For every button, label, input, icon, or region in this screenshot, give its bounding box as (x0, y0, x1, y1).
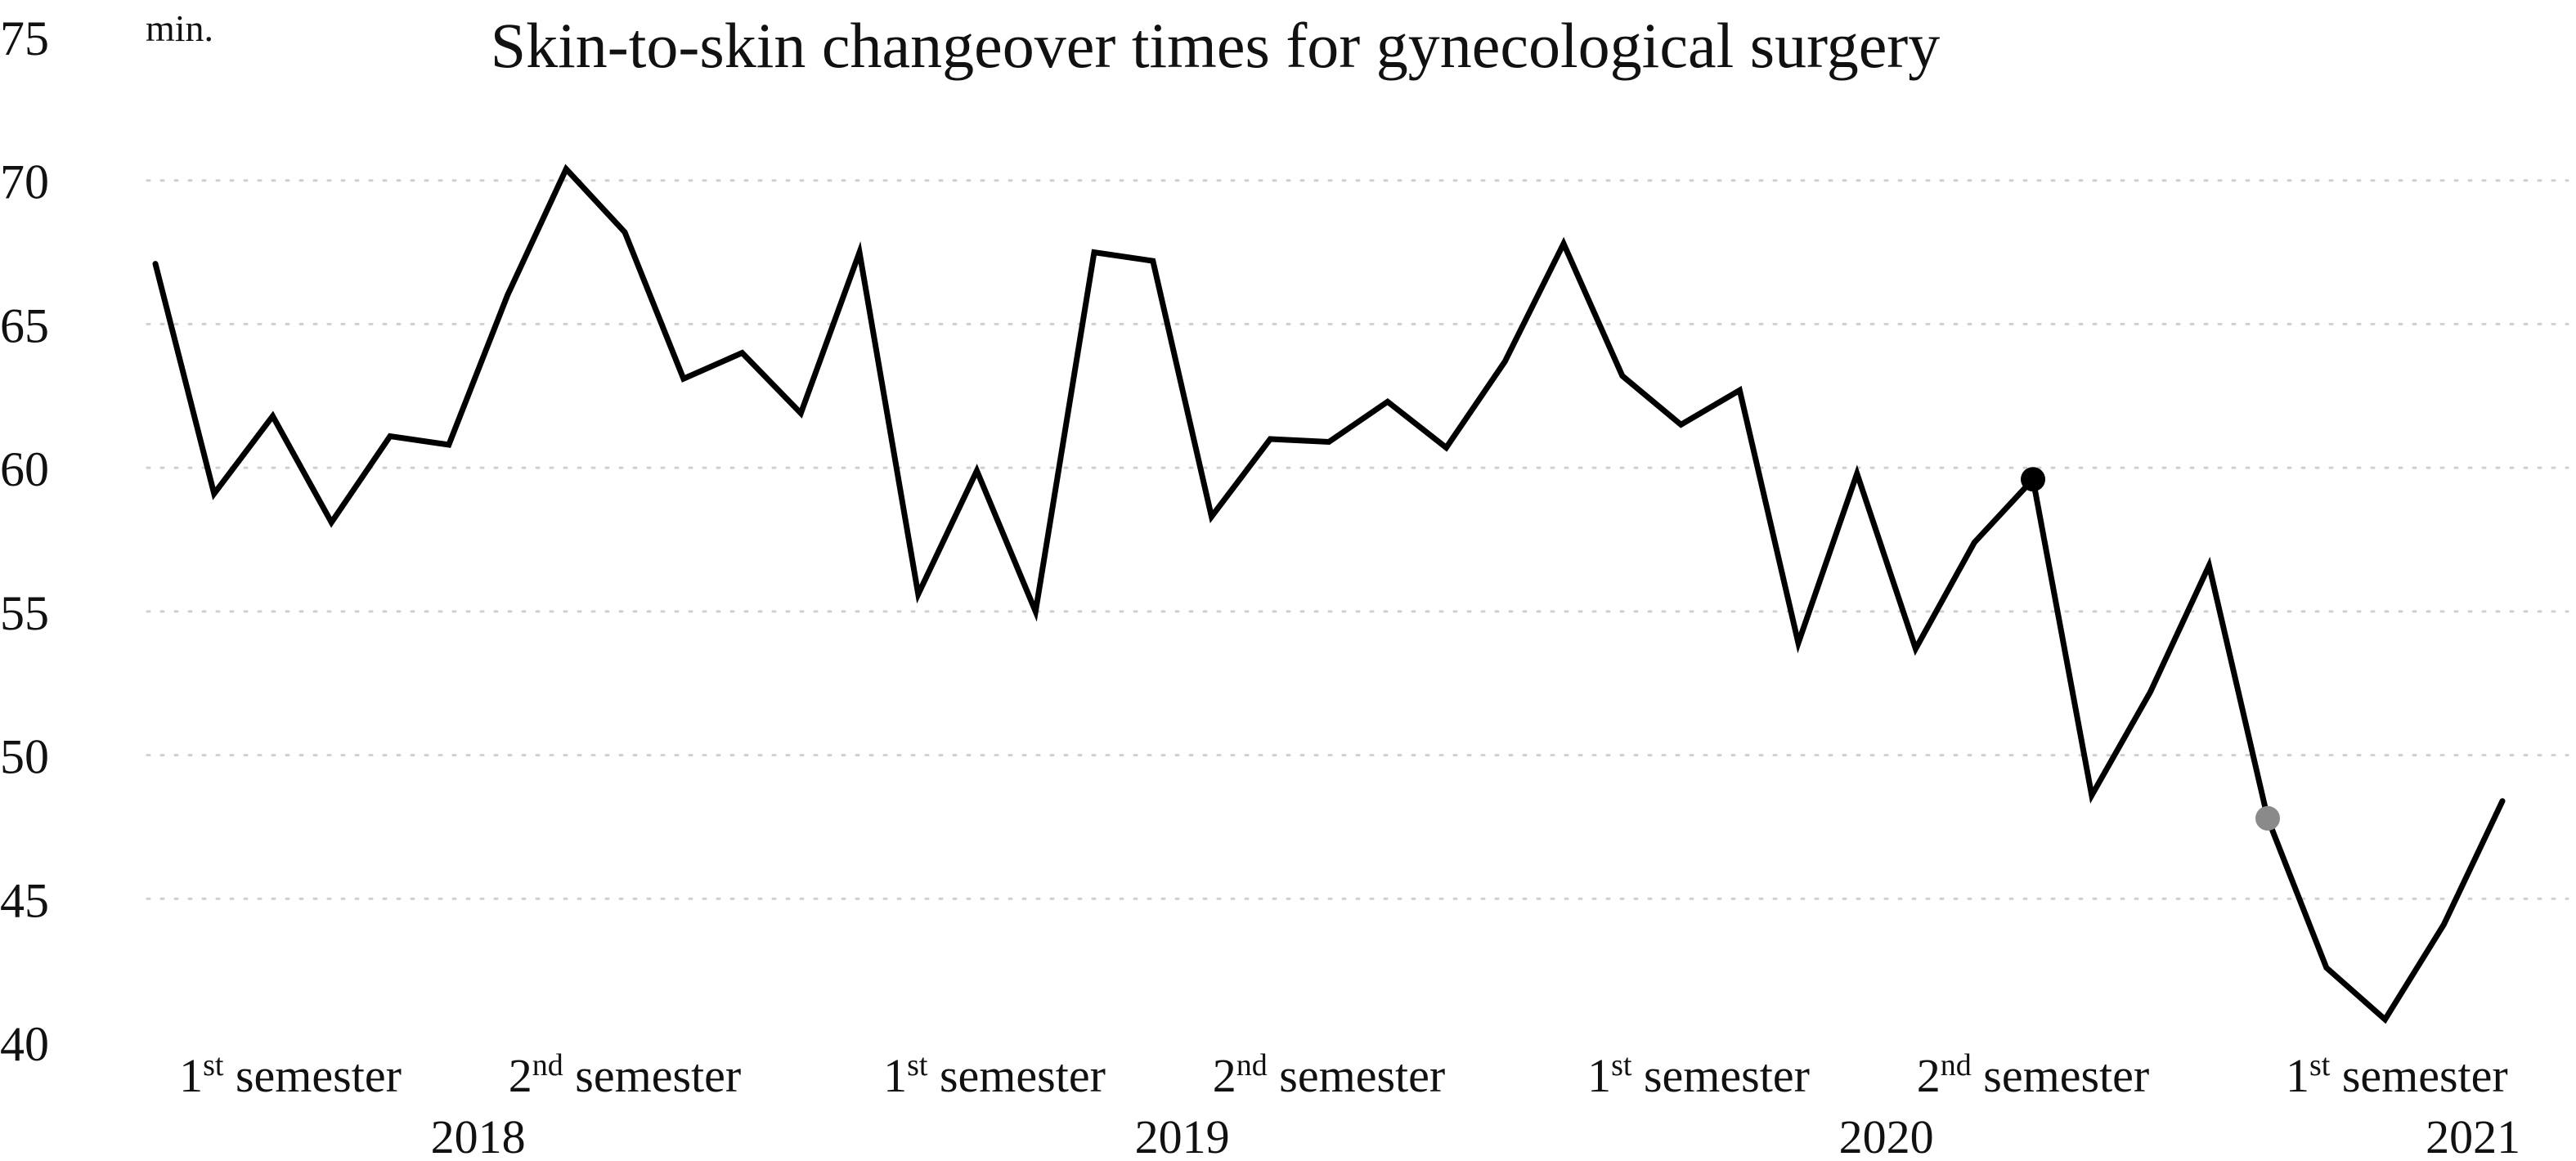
semester-word: semester (927, 1049, 1105, 1102)
y-axis-unit-label: min. (146, 7, 213, 49)
semester-label: 1st semester (883, 1048, 1106, 1102)
year-label-2018: 2018 (431, 1110, 526, 1161)
data-point-marker (2021, 467, 2045, 492)
semester-word: semester (2330, 1049, 2507, 1102)
semester-ordinal: 2 (1917, 1049, 1941, 1102)
marker-layer (2021, 467, 2280, 831)
semester-word: semester (1268, 1049, 1445, 1102)
series-layer (152, 164, 2506, 1024)
y-tick-label: 45 (0, 873, 49, 927)
year-label-2019: 2019 (1135, 1110, 1230, 1161)
semester-ordinal: 1 (1587, 1049, 1611, 1102)
semester-ordinal: 2 (509, 1049, 532, 1102)
series-line (152, 164, 2506, 1024)
semester-label: 1st semester (1587, 1048, 1810, 1102)
y-tick-label: 70 (0, 155, 49, 209)
y-tick-label: 50 (0, 730, 49, 784)
semester-word: semester (1631, 1049, 1809, 1102)
semester-ordinal-suffix: st (203, 1048, 224, 1083)
semester-ordinal: 1 (883, 1049, 907, 1102)
semester-label: 2nd semester (1213, 1048, 1445, 1102)
data-point-marker (2255, 805, 2280, 831)
semester-ordinal-suffix: st (907, 1048, 928, 1083)
semester-ordinal-suffix: st (2309, 1048, 2331, 1083)
semester-labels: 1st semester 2nd semester 1st semester 2nd … (179, 1048, 2508, 1102)
y-tick-label: 60 (0, 442, 49, 496)
semester-ordinal-suffix: nd (1236, 1048, 1268, 1083)
y-axis-ticks: 40 45 50 55 60 65 70 75 (0, 11, 49, 1071)
semester-word: semester (1972, 1049, 2149, 1102)
semester-label: 1st semester (2286, 1048, 2508, 1102)
semester-word: semester (563, 1049, 741, 1102)
semester-word: semester (223, 1049, 401, 1102)
semester-ordinal-suffix: nd (1941, 1048, 1972, 1083)
semester-label: 1st semester (179, 1048, 402, 1102)
year-label-2021: 2021 (2426, 1110, 2520, 1161)
y-tick-label: 75 (0, 11, 49, 65)
semester-ordinal: 1 (179, 1049, 203, 1102)
y-tick-label: 65 (0, 298, 49, 352)
chart-title: Skin-to-skin changeover times for gyneco… (491, 10, 1941, 81)
y-tick-label: 55 (0, 586, 49, 640)
semester-ordinal-suffix: st (1611, 1048, 1632, 1083)
year-label-2020: 2020 (1839, 1110, 1934, 1161)
semester-ordinal: 2 (1213, 1049, 1236, 1102)
semester-ordinal: 1 (2286, 1049, 2309, 1102)
semester-ordinal-suffix: nd (532, 1048, 563, 1083)
gridlines (146, 179, 2569, 900)
semester-label: 2nd semester (509, 1048, 741, 1102)
semester-label: 2nd semester (1917, 1048, 2149, 1102)
year-labels: 2018 2019 2020 2021 (431, 1110, 2521, 1161)
y-tick-label: 40 (0, 1017, 49, 1071)
